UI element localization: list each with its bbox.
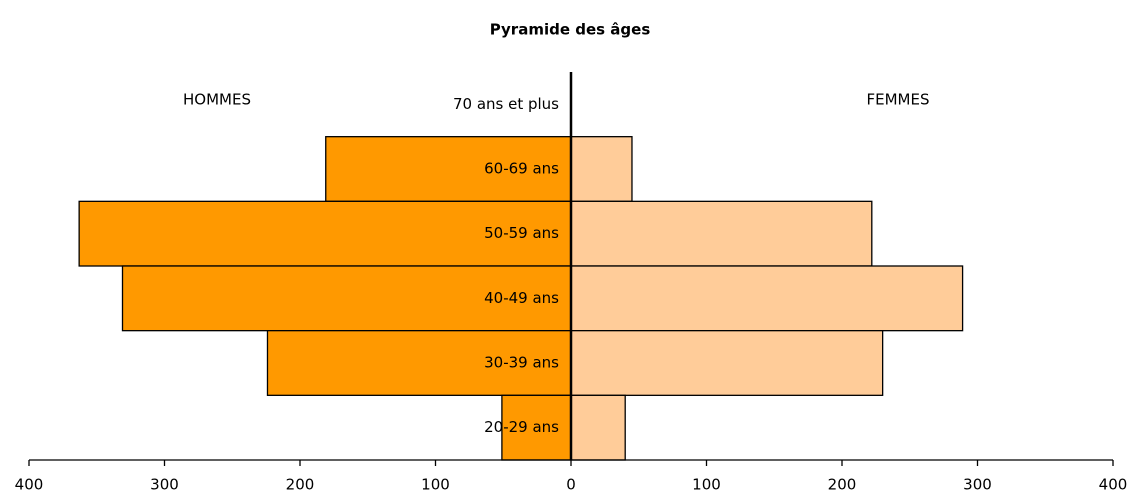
- bar: [570, 136, 633, 202]
- bar: [325, 136, 572, 202]
- x-tick-label: 200: [286, 476, 315, 494]
- x-tick-label: 400: [15, 476, 44, 494]
- x-tick-label: 100: [692, 476, 721, 494]
- x-tick-label: 300: [150, 476, 179, 494]
- chart-title: Pyramide des âges: [490, 21, 651, 39]
- x-tick-label: 400: [1099, 476, 1128, 494]
- bar: [570, 394, 626, 461]
- bar: [78, 200, 572, 267]
- legend-label: HOMMES: [183, 91, 251, 109]
- bar: [570, 200, 873, 267]
- category-label: 60-69 ans: [484, 160, 559, 178]
- bar: [266, 330, 572, 396]
- category-label: 40-49 ans: [484, 289, 559, 307]
- x-tick-label: 200: [828, 476, 857, 494]
- bar: [121, 265, 572, 332]
- category-label: 30-39 ans: [484, 354, 559, 372]
- legend-label: FEMMES: [867, 91, 930, 109]
- x-tick-label: 300: [963, 476, 992, 494]
- category-label: 50-59 ans: [484, 224, 559, 242]
- x-tick-label: 100: [421, 476, 450, 494]
- x-tick-label: 0: [566, 476, 576, 494]
- category-label: 20-29 ans: [484, 418, 559, 436]
- bar: [570, 330, 884, 396]
- bar: [570, 265, 964, 332]
- category-label: 70 ans et plus: [453, 95, 559, 113]
